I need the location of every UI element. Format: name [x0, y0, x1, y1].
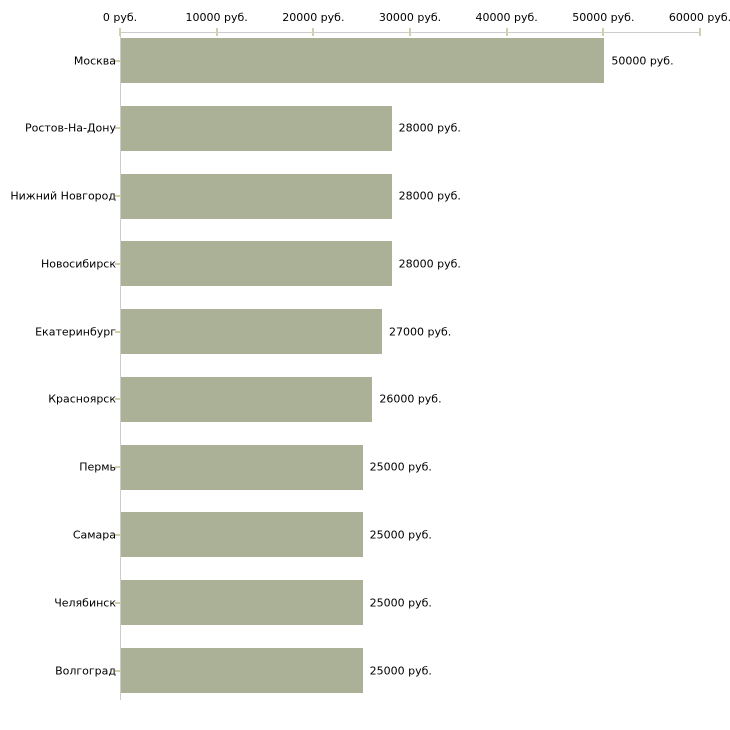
category-label: Екатеринбург — [35, 325, 116, 339]
bar-value-label: 28000 руб. — [398, 121, 461, 135]
x-axis-tick-label: 50000 руб. — [572, 11, 635, 24]
bar-value-label: 28000 руб. — [398, 189, 461, 203]
bar — [121, 105, 392, 151]
x-axis-tick-label: 10000 руб. — [185, 11, 248, 24]
bar-value-label: 27000 руб. — [389, 325, 452, 339]
y-axis-tick — [115, 59, 121, 62]
x-axis-tick — [119, 28, 121, 36]
y-axis-tick — [115, 669, 121, 672]
y-axis-tick — [115, 533, 121, 536]
x-axis-tick-label: 0 руб. — [102, 11, 138, 24]
y-axis-tick — [115, 466, 121, 469]
bar — [121, 309, 382, 355]
x-axis-tick — [215, 28, 218, 36]
bar-value-label: 28000 руб. — [398, 257, 461, 271]
y-axis-line — [120, 32, 121, 700]
bar-value-label: 26000 руб. — [379, 392, 442, 406]
bar — [121, 444, 363, 490]
y-axis-tick — [115, 195, 121, 198]
category-label: Самара — [72, 528, 116, 542]
x-axis-tick-label: 60000 руб. — [668, 11, 730, 24]
x-axis-tick-label: 20000 руб. — [282, 11, 345, 24]
category-label: Волгоград — [55, 664, 116, 678]
bar-value-label: 25000 руб. — [369, 460, 432, 474]
category-label: Новосибирск — [40, 257, 116, 271]
x-axis-tick — [505, 28, 508, 36]
x-axis-tick-label: 40000 руб. — [475, 11, 538, 24]
y-axis-tick — [115, 262, 121, 265]
category-label: Ростов-На-Дону — [24, 121, 116, 135]
x-axis-tick — [699, 28, 701, 36]
category-label: Москва — [73, 54, 116, 67]
x-axis-tick — [409, 28, 411, 36]
bar-value-label: 25000 руб. — [369, 528, 432, 542]
category-label: Нижний Новгород — [10, 189, 116, 203]
bar — [121, 512, 363, 558]
category-label: Пермь — [79, 460, 116, 474]
category-label: Челябинск — [54, 596, 116, 610]
bar-value-label: 50000 руб. — [611, 54, 674, 67]
bar — [121, 38, 605, 83]
y-axis-tick — [115, 127, 121, 130]
bar — [121, 580, 363, 626]
bar — [121, 173, 392, 219]
bar — [121, 376, 373, 422]
category-label: Красноярск — [48, 392, 116, 406]
bar — [121, 241, 392, 287]
bar-value-label: 25000 руб. — [369, 664, 432, 678]
bar — [121, 648, 363, 694]
bar-value-label: 25000 руб. — [369, 596, 432, 610]
x-axis-tick — [312, 28, 315, 36]
y-axis-tick — [115, 601, 121, 604]
x-axis-tick-label: 30000 руб. — [378, 11, 442, 24]
y-axis-tick — [115, 330, 121, 333]
y-axis-tick — [115, 398, 121, 401]
x-axis-tick — [602, 28, 605, 36]
